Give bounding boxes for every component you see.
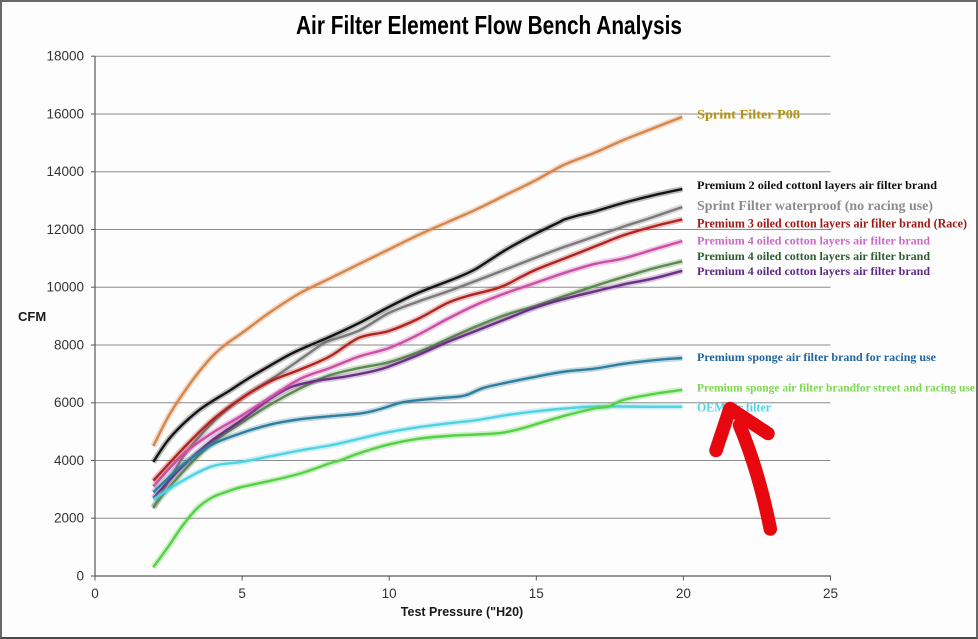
svg-text:0: 0 xyxy=(76,568,84,583)
svg-text:Sprint Filter P08: Sprint Filter P08 xyxy=(697,108,800,122)
svg-text:20: 20 xyxy=(676,586,691,601)
svg-text:Test Pressure ("H20): Test Pressure ("H20) xyxy=(401,605,523,619)
svg-text:12000: 12000 xyxy=(46,222,84,237)
svg-text:Premium sponge air filter bran: Premium sponge air filter brand for raci… xyxy=(697,350,937,364)
svg-text:Premium 4 oiled cotton layers: Premium 4 oiled cotton layers air filter… xyxy=(697,249,930,263)
svg-text:4000: 4000 xyxy=(54,453,84,468)
svg-text:Premium 4 oiled cotton layers: Premium 4 oiled cotton layers air filter… xyxy=(697,234,930,248)
svg-text:14000: 14000 xyxy=(46,164,84,179)
svg-text:18000: 18000 xyxy=(46,49,84,64)
svg-text:Premium 2 oiled cottonl layers: Premium 2 oiled cottonl layers air filte… xyxy=(697,178,937,192)
svg-text:10000: 10000 xyxy=(46,280,84,295)
svg-text:Air Filter Element Flow Bench: Air Filter Element Flow Bench Analysis xyxy=(296,10,682,40)
svg-text:10: 10 xyxy=(382,586,397,601)
svg-text:0: 0 xyxy=(91,586,99,601)
svg-text:16000: 16000 xyxy=(46,106,84,121)
svg-text:Sprint Filter waterproof (no r: Sprint Filter waterproof (no racing use) xyxy=(697,198,933,213)
svg-text:Premium sponge air filter bran: Premium sponge air filter brandfor stree… xyxy=(697,381,976,395)
svg-text:2000: 2000 xyxy=(54,511,84,526)
svg-text:25: 25 xyxy=(823,586,838,601)
svg-text:Premium 4 oiled cotton layers: Premium 4 oiled cotton layers air filter… xyxy=(697,264,930,278)
svg-text:CFM: CFM xyxy=(18,309,46,324)
svg-text:Premium 3 oiled cotton layers: Premium 3 oiled cotton layers air filter… xyxy=(697,217,967,231)
svg-text:8000: 8000 xyxy=(54,337,84,352)
svg-text:6000: 6000 xyxy=(54,395,84,410)
svg-text:5: 5 xyxy=(238,586,246,601)
svg-text:15: 15 xyxy=(529,586,544,601)
